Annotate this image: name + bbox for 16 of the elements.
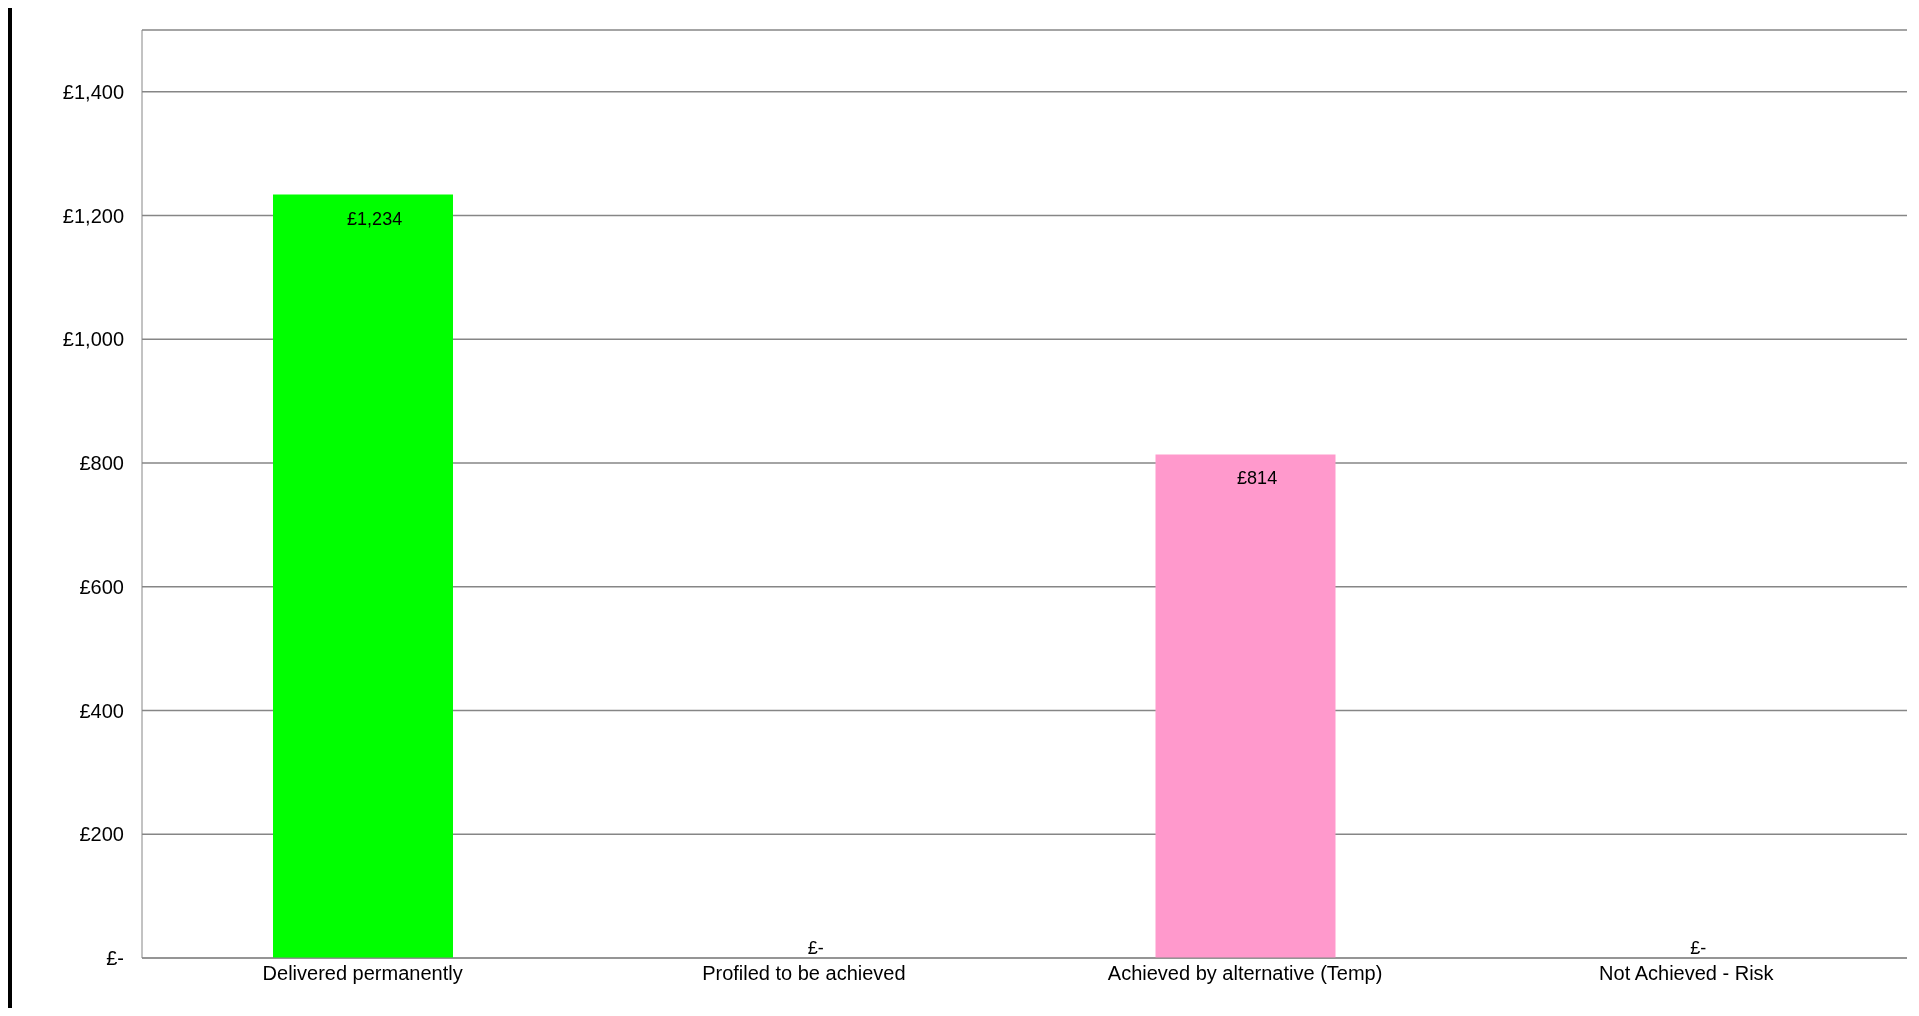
data-label: £1,234 xyxy=(347,208,403,229)
y-tick-label: £1,400 xyxy=(62,80,124,103)
y-tick-label: £1,200 xyxy=(62,204,124,227)
data-label: £- xyxy=(1690,938,1707,958)
x-tick-label: Not Achieved - Risk xyxy=(1599,962,1775,985)
x-tick-label: Profiled to be achieved xyxy=(702,962,906,985)
y-tick-label: £800 xyxy=(79,452,124,475)
y-tick-label: £600 xyxy=(79,575,124,598)
data-label: £814 xyxy=(1237,468,1278,489)
y-tick-label: £200 xyxy=(79,823,124,846)
x-tick-label: Delivered permanently xyxy=(262,962,463,985)
y-tick-label: £- xyxy=(106,947,124,970)
x-tick-label: Achieved by alternative (Temp) xyxy=(1107,962,1383,985)
data-label: £- xyxy=(807,938,824,958)
y-tick-label: £400 xyxy=(79,699,124,722)
y-tick-label: £1,000 xyxy=(62,328,124,351)
